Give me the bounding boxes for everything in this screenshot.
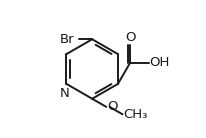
Text: OH: OH <box>150 56 170 69</box>
Text: O: O <box>107 100 117 113</box>
Text: CH₃: CH₃ <box>123 108 147 121</box>
Text: O: O <box>125 31 135 44</box>
Text: Br: Br <box>60 33 75 46</box>
Text: N: N <box>60 87 70 100</box>
